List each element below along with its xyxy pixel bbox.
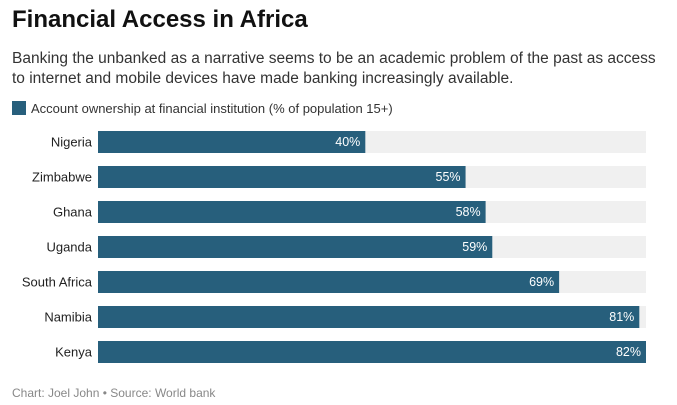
legend: Account ownership at financial instituti… [12,99,393,117]
category-label: Zimbabwe [32,170,92,185]
bar-kenya [98,341,646,363]
category-label: Nigeria [51,135,93,150]
legend-label: Account ownership at financial instituti… [31,100,393,116]
bar-zimbabwe [98,166,466,188]
chart-title: Financial Access in Africa [12,6,308,33]
data-label: 69% [529,275,554,289]
category-label: Kenya [55,345,93,360]
category-label: South Africa [22,275,93,290]
legend-swatch [12,101,26,115]
data-label: 55% [436,170,461,184]
category-label: Uganda [46,240,92,255]
data-label: 40% [335,135,360,149]
bar-namibia [98,306,640,328]
chart-subtitle: Banking the unbanked as a narrative seem… [12,50,656,87]
data-label: 81% [609,310,634,324]
data-label: 58% [456,205,481,219]
category-label: Ghana [53,205,93,220]
bar-uganda [98,236,493,258]
data-label: 59% [462,240,487,254]
bar-nigeria [98,131,366,153]
data-label: 82% [616,345,641,359]
category-label: Namibia [44,310,92,325]
bar-south-africa [98,271,560,293]
chart-footer: Chart: Joel John • Source: World bank [12,386,216,400]
bar-ghana [98,201,486,223]
